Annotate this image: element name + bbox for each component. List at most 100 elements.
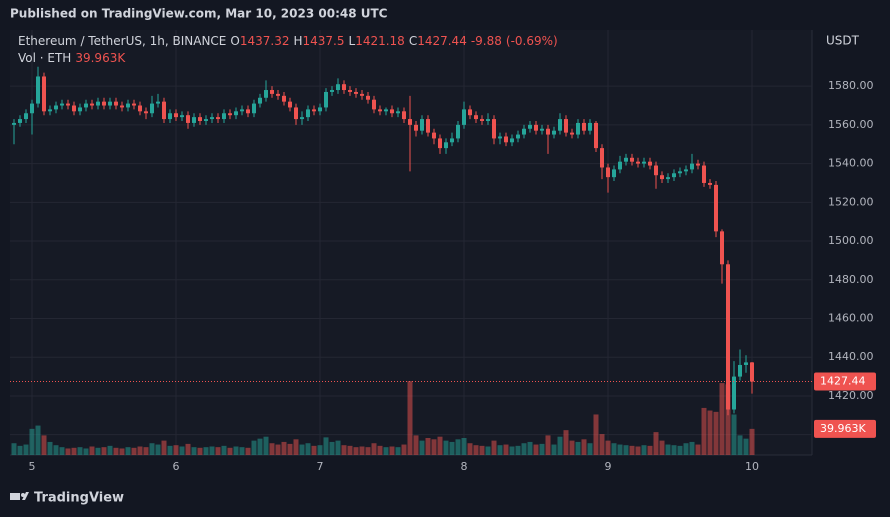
x-tick-label: 10 (745, 460, 759, 473)
legend-row: Ethereum / TetherUS, 1h, BINANCE O1437.32… (18, 34, 566, 48)
candle-body (426, 119, 430, 133)
volume-bar (125, 447, 131, 455)
candle-body (126, 103, 130, 108)
candle-body (540, 128, 544, 131)
volume-bar (479, 445, 485, 455)
candle-body (348, 90, 352, 92)
volume-bar (623, 445, 629, 455)
ohlc-key: O (230, 34, 240, 48)
y-tick-label: 1580.00 (828, 79, 874, 92)
candle-body (702, 165, 706, 183)
y-tick-label: 1480.00 (828, 273, 874, 286)
candle-body (234, 111, 238, 116)
volume-bar (95, 447, 101, 455)
candle-body (510, 138, 514, 143)
volume-bar (233, 446, 239, 455)
ohlc-value: 1421.18 (355, 34, 405, 48)
volume-bar (485, 446, 491, 455)
candle-body (654, 165, 658, 176)
volume-bar (419, 440, 425, 455)
volume-bar (215, 447, 221, 455)
volume-legend: Vol · ETH 39.963K (18, 51, 129, 65)
volume-bar (719, 383, 725, 455)
volume-bar (629, 445, 635, 455)
candle-body (90, 103, 94, 106)
candle-body (342, 84, 346, 91)
volume-bar (71, 447, 77, 455)
candle-body (690, 163, 694, 170)
volume-bar (689, 441, 695, 455)
candle-body (132, 103, 136, 106)
volume-bar (425, 438, 431, 455)
published-note: Published on TradingView.com, Mar 10, 20… (10, 7, 388, 21)
candle-body (534, 124, 538, 131)
volume-bar (227, 447, 233, 455)
ohlc-value: 1437.32 (239, 34, 290, 48)
volume-bar (395, 447, 401, 455)
volume-bar (551, 444, 557, 455)
volume-bar (209, 446, 215, 455)
volume-bar (443, 440, 449, 455)
candle-body (120, 105, 124, 108)
volume-bar (287, 443, 293, 455)
candle-body (720, 231, 724, 265)
volume-bar (299, 444, 305, 455)
ohlc-value: 1437.5 (302, 34, 345, 48)
candle-body (282, 95, 286, 102)
currency-label: USDT (826, 34, 860, 48)
volume-bar (323, 437, 329, 455)
candle-body (696, 163, 700, 166)
volume-bar (677, 445, 683, 455)
candle-body (294, 107, 298, 120)
change-pct: (-0.69%) (505, 34, 558, 48)
volume-bar (569, 440, 575, 455)
y-tick-label: 1520.00 (828, 195, 874, 208)
volume-bar (533, 444, 539, 455)
x-tick-label: 9 (605, 460, 612, 473)
volume-bar (77, 447, 83, 455)
volume-bar (449, 441, 455, 455)
candle-body (354, 91, 358, 94)
candle-body (60, 103, 64, 106)
volume-bar (659, 440, 665, 455)
candle-body (162, 101, 166, 120)
candle-body (84, 103, 88, 108)
volume-bar (635, 446, 641, 455)
y-tick-label: 1500.00 (828, 234, 874, 247)
volume-bar (611, 443, 617, 455)
volume-bar (707, 410, 713, 455)
candle-body (360, 93, 364, 96)
candle-body (594, 122, 598, 149)
candle-body (684, 169, 688, 172)
volume-bar (359, 446, 365, 455)
volume-bar (137, 446, 143, 455)
volume-bar (473, 445, 479, 455)
candle-body (504, 136, 508, 143)
x-tick-label: 8 (461, 460, 468, 473)
volume-bar (143, 447, 149, 455)
candle-body (24, 113, 28, 120)
volume-bar (515, 445, 521, 455)
volume-bar (203, 447, 209, 455)
volume-bar (131, 447, 137, 455)
volume-bar (401, 444, 407, 455)
candle-body (744, 362, 748, 365)
volume-bar (239, 447, 245, 455)
candle-body (216, 117, 220, 120)
x-tick-label: 5 (29, 460, 36, 473)
volume-bar (647, 445, 653, 455)
volume-bar (617, 444, 623, 455)
candle-body (174, 113, 178, 118)
x-tick-label: 6 (173, 460, 180, 473)
candle-body (228, 113, 232, 116)
volume-bar (377, 445, 383, 455)
candle-body (732, 376, 736, 410)
y-tick-label: 1460.00 (828, 311, 874, 324)
volume-bar (257, 438, 263, 455)
candle-body (30, 103, 34, 114)
volume-bar (599, 434, 605, 455)
candle-body (432, 132, 436, 139)
candle-body (66, 103, 70, 106)
candle-body (102, 101, 106, 106)
volume-bar (557, 436, 563, 455)
